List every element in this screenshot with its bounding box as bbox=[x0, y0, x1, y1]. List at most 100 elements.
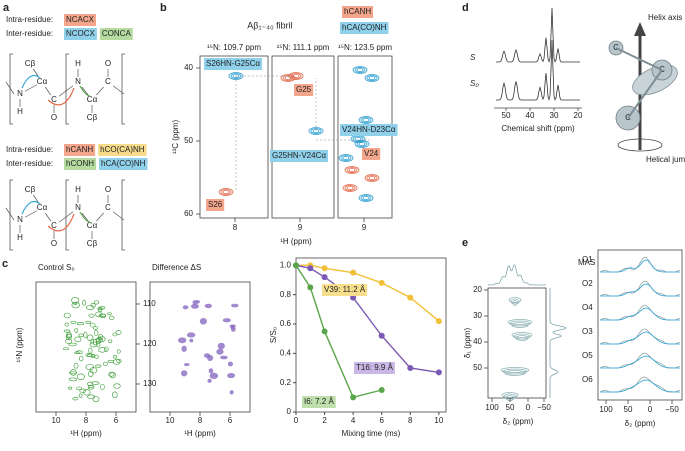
projection bbox=[487, 264, 546, 286]
stack-trace bbox=[599, 352, 681, 369]
peak bbox=[229, 324, 236, 328]
peak bbox=[79, 355, 84, 362]
plot-frame bbox=[295, 257, 447, 413]
peak bbox=[78, 333, 84, 337]
peak-label-box bbox=[340, 124, 398, 136]
peak bbox=[358, 116, 374, 124]
contour bbox=[511, 332, 533, 338]
shift: ¹⁵N: 123.5 ppm bbox=[338, 43, 392, 52]
peak bbox=[83, 389, 91, 396]
atom-bg bbox=[73, 77, 83, 87]
peak bbox=[181, 345, 187, 352]
atom: H bbox=[75, 59, 81, 68]
peak bbox=[218, 188, 234, 196]
axis-label: ¹⁵N (ppm) bbox=[15, 327, 24, 362]
peak bbox=[308, 127, 324, 135]
tick-label: 100 bbox=[599, 405, 613, 414]
data-point bbox=[407, 294, 414, 301]
atom: H bbox=[75, 185, 81, 194]
tick-label: 40 bbox=[473, 337, 482, 346]
contour bbox=[511, 322, 529, 328]
peak bbox=[362, 118, 370, 122]
spectrum-trace bbox=[495, 7, 580, 63]
tick-label: 6 bbox=[114, 416, 119, 425]
peak bbox=[83, 331, 88, 339]
peak bbox=[115, 330, 122, 335]
y-tick-label: 0.6 bbox=[280, 319, 292, 328]
peak bbox=[228, 72, 244, 80]
peak bbox=[85, 320, 92, 324]
stack-trace bbox=[599, 328, 681, 345]
peak bbox=[354, 137, 362, 141]
atom-bg bbox=[15, 233, 25, 243]
peak bbox=[178, 337, 187, 344]
atom-bg bbox=[25, 185, 35, 195]
transfer-arrow bbox=[47, 87, 75, 106]
data-point bbox=[321, 265, 328, 272]
atom-bg bbox=[25, 59, 35, 69]
peak bbox=[182, 305, 189, 310]
helix-bond bbox=[615, 47, 663, 71]
peak bbox=[97, 307, 104, 311]
axis-label: ¹H (ppm) bbox=[184, 429, 216, 438]
stack-trace bbox=[600, 355, 681, 369]
series-label: I6: 7.2 Å bbox=[304, 397, 334, 406]
atom-bg bbox=[49, 239, 59, 249]
panel-label: e bbox=[462, 237, 468, 249]
row-label: O4 bbox=[582, 303, 593, 312]
tick-label: 10 bbox=[166, 416, 175, 425]
peak bbox=[203, 353, 211, 358]
peak bbox=[209, 372, 219, 379]
bracket bbox=[121, 179, 125, 251]
tick-label: 0 bbox=[648, 405, 653, 414]
tick-label: 6 bbox=[228, 416, 233, 425]
atom-bg bbox=[103, 203, 113, 213]
peak-label: S26 bbox=[208, 200, 223, 209]
tick-label: −50 bbox=[537, 403, 551, 412]
tick-label: 50 bbox=[473, 363, 482, 372]
peak bbox=[93, 330, 99, 336]
transfer-arrow bbox=[21, 201, 41, 215]
atom: Cβ bbox=[25, 185, 36, 194]
peak bbox=[113, 383, 121, 389]
contour bbox=[515, 335, 529, 341]
atom-bg bbox=[87, 95, 97, 105]
peak bbox=[82, 299, 87, 306]
data-point bbox=[293, 262, 299, 269]
tick-label: 110 bbox=[143, 299, 156, 308]
atom-bg bbox=[73, 59, 83, 69]
row-label: Intra-residue: bbox=[6, 15, 53, 24]
y-tick-label: 0 bbox=[287, 407, 292, 416]
row-label: O2 bbox=[582, 279, 593, 288]
peak bbox=[87, 384, 94, 388]
y-tick-label: 0.2 bbox=[280, 378, 292, 387]
peak bbox=[310, 128, 322, 134]
tick-label: 50 bbox=[506, 403, 515, 412]
peak bbox=[338, 154, 354, 162]
tick-label: 40 bbox=[184, 63, 193, 72]
atom: N bbox=[17, 215, 23, 224]
panel-label: c bbox=[2, 258, 8, 270]
atom: Cα bbox=[87, 221, 98, 230]
peak bbox=[280, 74, 296, 82]
stack-trace bbox=[600, 259, 680, 273]
contour bbox=[508, 297, 522, 303]
tick-label: 9 bbox=[298, 223, 303, 232]
bracket bbox=[9, 53, 13, 125]
tick-label: 20 bbox=[473, 285, 482, 294]
atom: N bbox=[17, 89, 23, 98]
atom-bg bbox=[15, 89, 25, 99]
atom: Cα bbox=[37, 203, 48, 212]
tick-label: 40 bbox=[526, 111, 535, 120]
peak bbox=[103, 346, 109, 352]
data-point bbox=[321, 328, 328, 335]
tick-label: 20 bbox=[574, 111, 583, 120]
peak bbox=[346, 167, 358, 173]
x-tick-label: 10 bbox=[434, 416, 443, 425]
series-label: V39: 11.2 Å bbox=[324, 285, 366, 294]
atom: Cα bbox=[37, 77, 48, 86]
x-tick-label: 6 bbox=[379, 416, 384, 425]
peak-label-box bbox=[294, 84, 314, 96]
peak bbox=[73, 302, 78, 306]
contour bbox=[502, 368, 528, 375]
